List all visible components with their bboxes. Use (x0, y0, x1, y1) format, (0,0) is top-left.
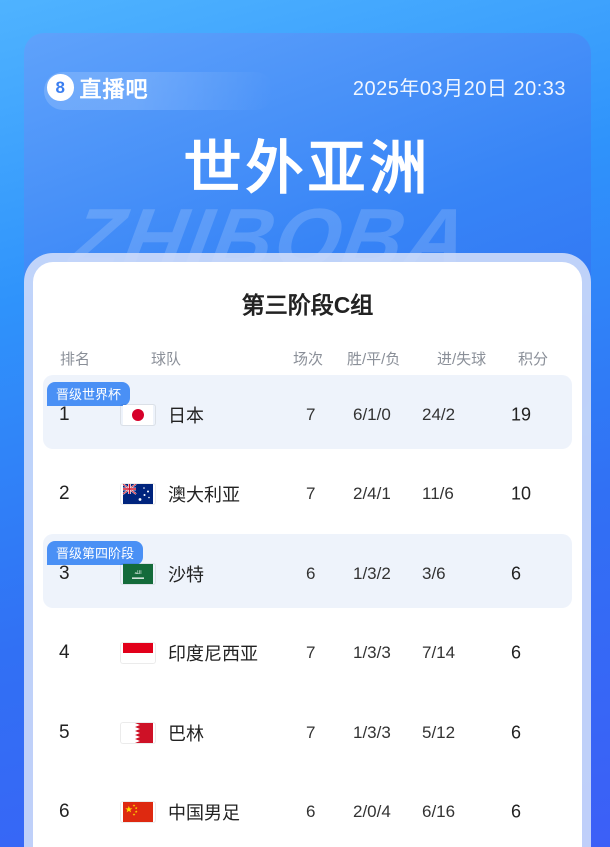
svg-text:الله: الله (134, 570, 141, 576)
